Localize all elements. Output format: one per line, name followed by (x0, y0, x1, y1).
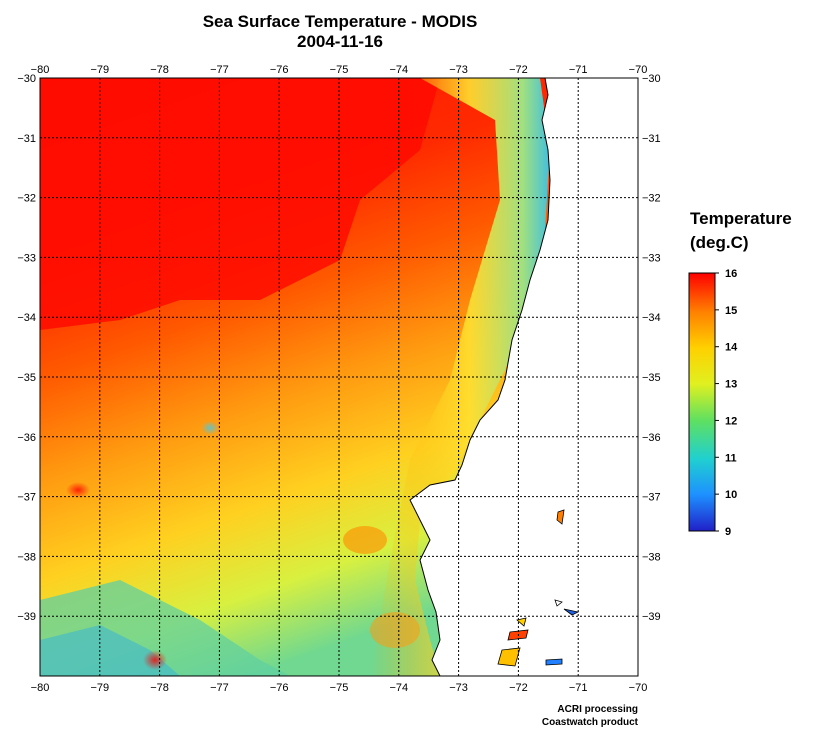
lat-tick-label: −35 (17, 372, 36, 384)
colorbar-tick-label: 9 (725, 526, 731, 538)
lon-tick-label: −70 (629, 682, 648, 694)
colorbar-tick-label: 13 (725, 379, 737, 391)
lon-tick-label: −75 (330, 682, 349, 694)
lon-tick-label: −71 (569, 64, 588, 76)
lat-tick-label: −34 (642, 312, 661, 324)
lon-tick-label: −80 (31, 64, 50, 76)
lon-tick-label: −70 (629, 64, 648, 76)
longitude-ticks-top: −80 −79 −78 −77 −76 −75 −74 −73 −72 −71 −70 (31, 64, 648, 76)
lat-tick-label: −36 (642, 432, 661, 444)
lon-tick-label: −74 (389, 64, 408, 76)
lon-tick-label: −78 (150, 64, 169, 76)
longitude-ticks-bottom: −80 −79 −78 −77 −76 −75 −74 −73 −72 −71 −70 (31, 682, 648, 694)
lon-tick-label: −77 (210, 64, 229, 76)
map-date: 2004-11-16 (296, 32, 384, 51)
lat-tick-label: −30 (17, 73, 36, 85)
colorbar-ticks: 16 15 14 13 12 11 10 9 (715, 268, 738, 538)
lat-tick-label: −31 (642, 133, 661, 145)
colorbar (688, 272, 716, 532)
lon-tick-label: −76 (270, 682, 289, 694)
lat-tick-label: −37 (17, 492, 36, 504)
lat-tick-label: −37 (642, 492, 661, 504)
lon-tick-label: −72 (509, 64, 528, 76)
map-title: Sea Surface Temperature - MODIS (202, 12, 478, 31)
colorbar-tick-label: 16 (725, 268, 737, 280)
colorbar-tick-label: 14 (725, 342, 738, 354)
lon-tick-label: −76 (270, 64, 289, 76)
lat-tick-label: −34 (17, 312, 36, 324)
colorbar-tick-label: 11 (725, 452, 737, 464)
lat-tick-label: −32 (17, 193, 36, 205)
lat-tick-label: −30 (642, 73, 661, 85)
lon-tick-label: −74 (389, 682, 408, 694)
lon-tick-label: −73 (449, 682, 468, 694)
lat-tick-label: −38 (17, 551, 36, 563)
colorbar-tick-label: 12 (725, 415, 737, 427)
latitude-ticks-right: −30 −31 −32 −33 −34 −35 −36 −37 −38 −39 (642, 73, 661, 623)
islands (497, 509, 580, 667)
lat-tick-label: −33 (17, 252, 36, 264)
lon-tick-label: −80 (31, 682, 50, 694)
legend-title: Temperature (690, 209, 792, 228)
lat-tick-label: −31 (17, 133, 36, 145)
lat-tick-label: −33 (642, 252, 661, 264)
map-frame (39, 77, 639, 677)
lat-tick-label: −36 (17, 432, 36, 444)
lat-tick-label: −38 (642, 551, 661, 563)
lon-tick-label: −71 (569, 682, 588, 694)
colorbar-tick-label: 15 (725, 305, 737, 317)
lon-tick-label: −79 (90, 682, 109, 694)
lon-tick-label: −73 (449, 64, 468, 76)
latitude-ticks-left: −30 −31 −32 −33 −34 −35 −36 −37 −38 −39 (17, 73, 36, 623)
lat-tick-label: −39 (642, 611, 661, 623)
lon-tick-label: −72 (509, 682, 528, 694)
lon-tick-label: −79 (90, 64, 109, 76)
lat-tick-label: −32 (642, 193, 661, 205)
lat-tick-label: −35 (642, 372, 661, 384)
sst-field (40, 78, 638, 676)
lon-tick-label: −75 (330, 64, 349, 76)
lon-tick-label: −78 (150, 682, 169, 694)
legend-unit: (deg.C) (690, 233, 749, 252)
colorbar-tick-label: 10 (725, 489, 737, 501)
lon-tick-label: −77 (210, 682, 229, 694)
credit-product: Coastwatch product (541, 717, 638, 728)
credit-processing: ACRI processing (557, 704, 638, 715)
lat-tick-label: −39 (17, 611, 36, 623)
